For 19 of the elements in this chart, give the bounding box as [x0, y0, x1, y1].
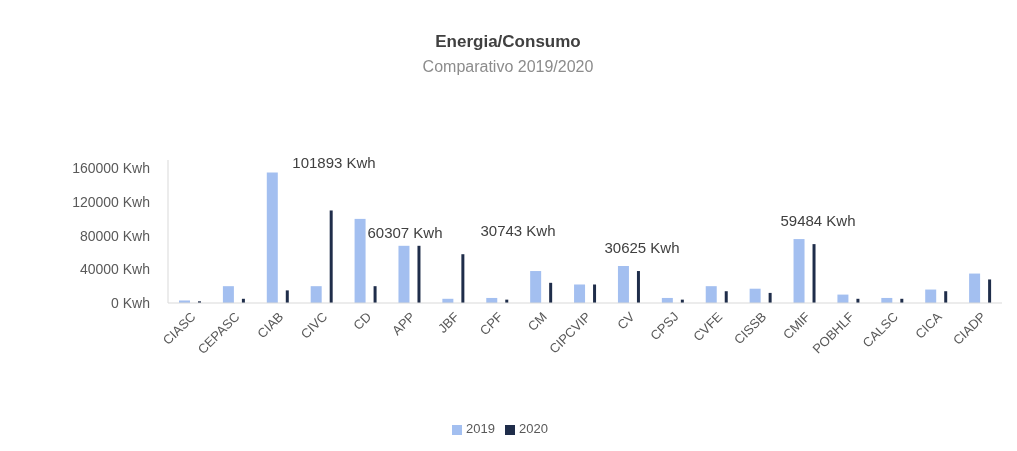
legend-label: 2020	[519, 421, 548, 436]
x-tick-label: JBF	[435, 309, 462, 336]
y-tick-label: 160000 Kwh	[72, 160, 150, 177]
x-tick-label: CD	[350, 309, 375, 333]
y-tick-label: 0 Kwh	[111, 294, 150, 311]
annotation: 30625 Kwh	[604, 238, 680, 256]
annotation: 30743 Kwh	[480, 221, 556, 239]
x-tick-label: CPF	[476, 309, 506, 339]
y-tick-label: 40000 Kwh	[79, 261, 150, 278]
annotation: 59484 Kwh	[780, 211, 856, 229]
annotation: 101893 Kwh	[292, 153, 376, 171]
legend-label: 2019	[466, 421, 495, 436]
annotation: 60307 Kwh	[367, 223, 443, 241]
y-tick-label: 80000 Kwh	[79, 227, 150, 244]
y-tick-label: 120000 Kwh	[72, 194, 150, 211]
x-tick-label: CV	[614, 308, 638, 333]
x-tick-label: CM	[524, 309, 550, 334]
chart-title: Energia/Consumo	[434, 32, 582, 52]
chart-subtitle: Comparativo 2019/2020	[421, 58, 595, 76]
